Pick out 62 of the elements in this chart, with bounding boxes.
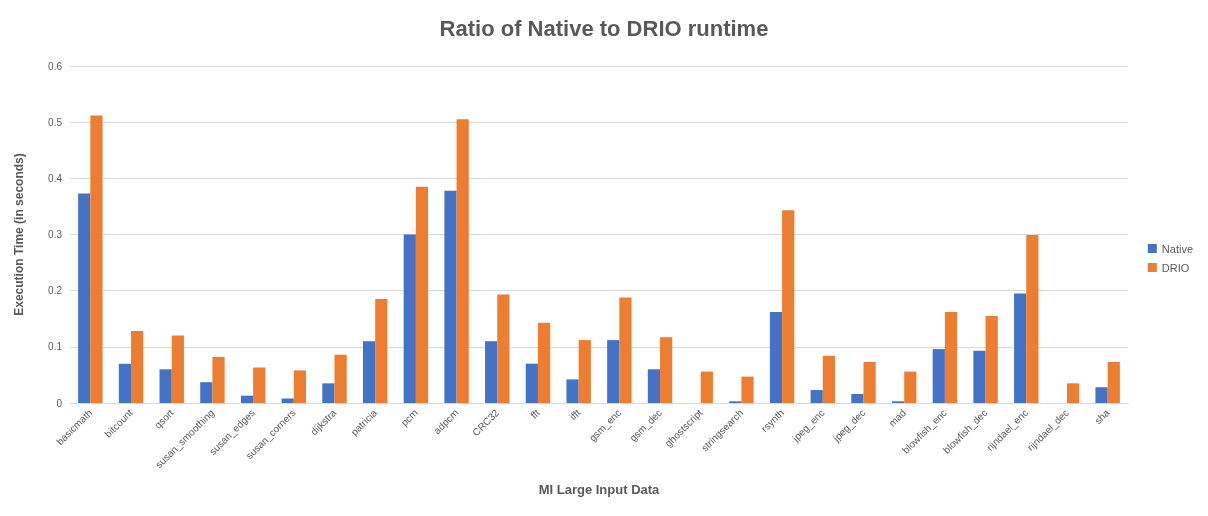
bar [607,340,620,403]
bar [1014,293,1027,403]
bar [537,322,551,403]
bar [985,315,998,403]
bar [322,383,335,403]
bar [253,367,266,403]
y-tick-label: 0.4 [48,172,63,184]
bar [647,369,661,403]
bar [415,186,429,403]
bar [1026,235,1039,403]
y-tick-label: 0.1 [48,341,63,353]
bar [851,394,864,403]
y-axis-title: Execution Time (in seconds) [12,153,26,316]
legend-label: DRIO [1161,261,1190,274]
bar [240,395,254,403]
bar [375,299,388,403]
x-tick-label: fft [528,406,542,421]
bar [171,335,184,403]
bar [118,363,132,403]
x-axis-title: MI Large Input Data [538,482,661,497]
bar [403,234,416,403]
bar [159,369,172,403]
bar [362,341,376,403]
chart-title: Ratio of Native to DRIO runtime [439,15,769,41]
bar [497,294,510,403]
legend-label: Native [1161,242,1194,255]
y-tick-label: 0.3 [48,229,63,240]
bar [456,119,469,403]
bar [90,115,103,403]
bar [293,370,307,403]
bar [904,371,917,403]
bar [700,371,713,403]
x-tick-label: ifft [567,406,583,423]
bar [334,354,347,403]
bar [944,312,958,403]
bar [863,362,876,403]
y-tick-label: 0.2 [48,285,63,297]
bar [810,390,823,403]
bar [1107,362,1120,403]
bar [973,350,986,403]
bar [131,331,144,403]
bar [212,356,225,403]
bar [1095,387,1108,403]
y-tick-label: 0.5 [48,116,63,128]
bar [525,363,538,403]
x-tick-label: sha [1092,406,1112,427]
bar [78,193,91,403]
bar [782,210,795,403]
bar [741,376,754,403]
bar [1066,383,1080,403]
bar [932,349,945,403]
y-tick-label: 0 [56,397,63,409]
bar [769,312,783,403]
bar [619,297,632,403]
bar [200,382,213,403]
bar [444,190,457,403]
bar [578,340,591,403]
bar [822,355,836,403]
bar [660,337,673,403]
bar [566,379,579,403]
bar [485,341,498,403]
y-tick-label: 0.6 [48,60,63,72]
